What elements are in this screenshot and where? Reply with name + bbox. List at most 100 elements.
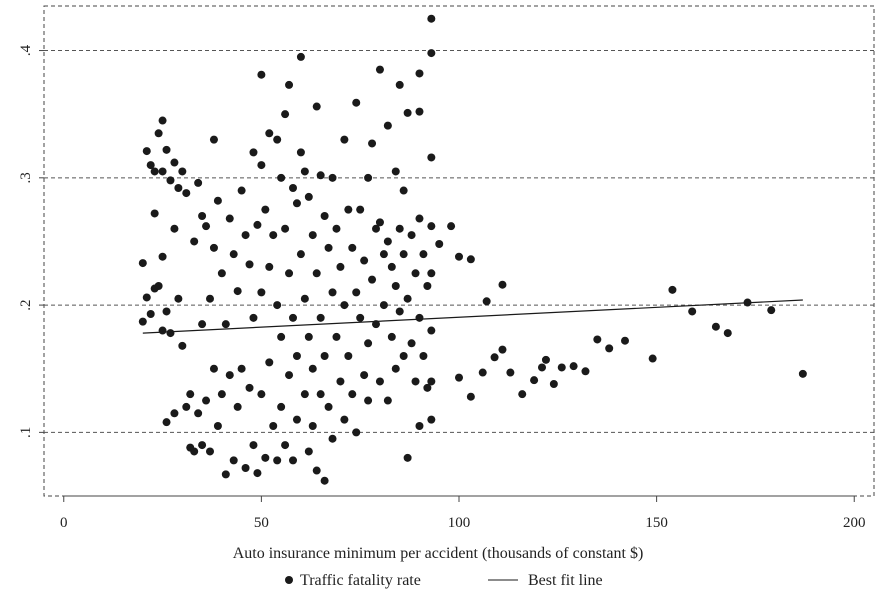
data-point [399, 250, 408, 259]
data-point [340, 135, 349, 144]
data-point [387, 262, 396, 271]
data-point [391, 364, 400, 373]
data-point [356, 313, 365, 322]
data-point [221, 470, 230, 479]
data-point [403, 108, 412, 117]
data-point [312, 466, 321, 475]
data-point [372, 224, 380, 233]
data-point [435, 240, 444, 248]
data-point [285, 80, 294, 89]
data-point [538, 363, 546, 372]
data-point [269, 231, 278, 240]
data-point [320, 352, 329, 360]
data-point [289, 313, 297, 322]
data-point [375, 65, 384, 74]
data-point [648, 354, 657, 363]
data-point [300, 294, 309, 303]
data-point [162, 418, 171, 427]
data-point [324, 243, 333, 252]
data-point [277, 402, 286, 411]
data-point [403, 453, 412, 462]
y-tick-label: .4 [18, 44, 34, 56]
data-point [142, 147, 151, 156]
data-point [324, 402, 333, 411]
scatter-points [138, 14, 807, 485]
x-axis-title: Auto insurance minimum per accident (tho… [233, 545, 644, 562]
data-point [399, 352, 408, 360]
data-point [229, 456, 238, 465]
data-point [423, 282, 432, 290]
data-point [541, 355, 550, 364]
data-point [154, 129, 163, 138]
data-point [320, 476, 329, 485]
data-point [296, 250, 305, 259]
data-point [146, 161, 155, 170]
y-tick-label: .2 [18, 299, 34, 310]
y-tick-label: .1 [18, 427, 34, 438]
data-point [423, 383, 432, 392]
data-point [186, 390, 195, 399]
data-point [419, 250, 428, 259]
data-point [257, 288, 266, 297]
data-point [316, 313, 325, 322]
data-point [395, 80, 404, 89]
data-point [569, 362, 578, 371]
data-point [166, 176, 175, 185]
data-point [261, 205, 270, 214]
data-point [158, 252, 167, 261]
data-point [427, 326, 436, 335]
data-point [391, 167, 400, 176]
data-point [332, 224, 341, 233]
data-point [316, 171, 325, 180]
data-point [312, 269, 321, 278]
data-point [229, 250, 238, 259]
data-point [375, 218, 384, 227]
data-point [241, 231, 250, 240]
data-point [296, 148, 305, 157]
data-point [419, 352, 428, 360]
data-point [269, 422, 278, 430]
data-point [257, 161, 266, 170]
data-point [621, 336, 629, 345]
x-tick-label: 50 [254, 515, 269, 531]
data-point [281, 110, 290, 119]
data-point [249, 148, 258, 157]
data-point [427, 14, 436, 23]
data-point [182, 189, 191, 198]
data-point [206, 447, 214, 456]
legend-label-scatter: Traffic fatality rate [300, 572, 421, 589]
data-point [292, 352, 301, 360]
data-point [549, 380, 558, 388]
data-point [478, 368, 487, 377]
data-point [767, 306, 776, 315]
data-point [304, 192, 313, 201]
data-point [506, 368, 515, 377]
data-point [162, 145, 171, 154]
data-point [383, 237, 392, 246]
data-point [798, 369, 807, 378]
data-point [344, 352, 353, 360]
x-tick-label: 0 [60, 515, 68, 531]
data-point [194, 409, 203, 418]
data-point [253, 469, 262, 478]
data-point [138, 317, 147, 326]
data-point [142, 293, 151, 302]
legend: Traffic fatality rate Best fit line [285, 572, 603, 589]
data-point [605, 344, 614, 353]
data-point [158, 167, 167, 176]
data-point [328, 288, 337, 297]
data-point [174, 294, 183, 303]
data-point [427, 377, 436, 386]
data-point [296, 52, 305, 61]
data-point [249, 313, 258, 322]
data-point [308, 231, 317, 240]
data-point [455, 373, 463, 382]
data-point [344, 205, 353, 214]
data-point [245, 383, 254, 392]
data-point [285, 269, 294, 278]
data-point [225, 371, 234, 380]
data-point [150, 167, 159, 176]
data-point [253, 220, 262, 229]
data-point [146, 310, 155, 318]
